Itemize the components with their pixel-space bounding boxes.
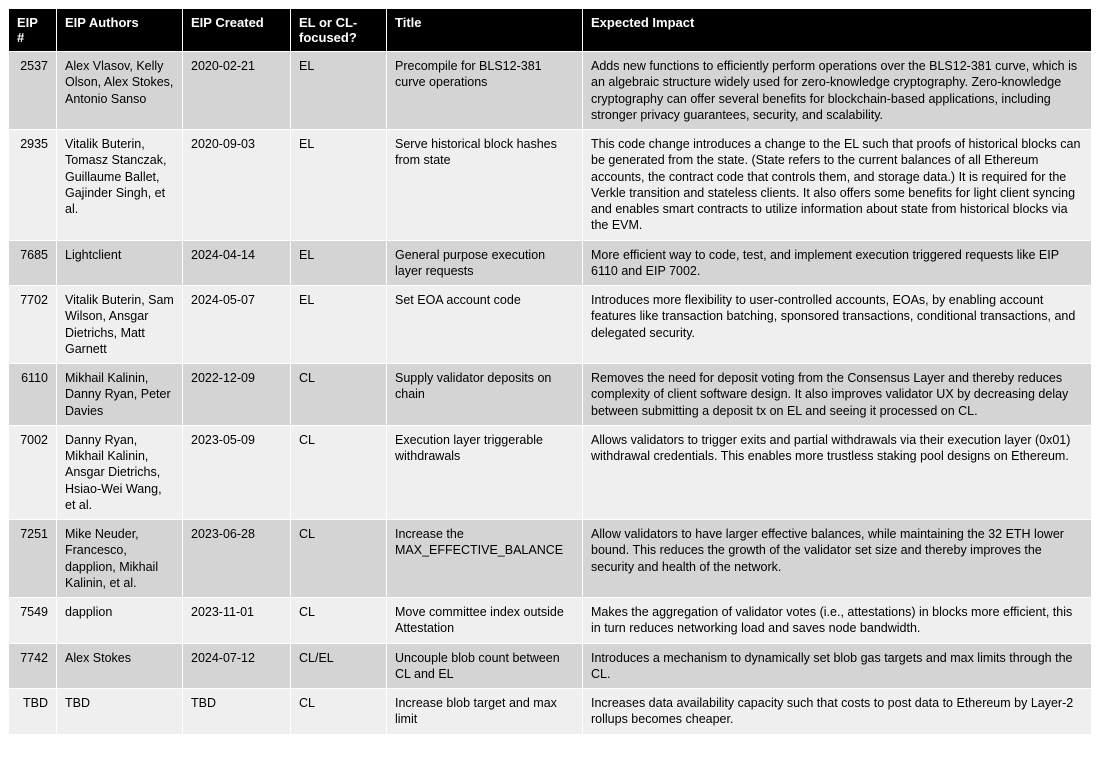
cell-impact: Introduces a mechanism to dynamically se… — [583, 643, 1092, 689]
cell-impact: Allow validators to have larger effectiv… — [583, 520, 1092, 598]
cell-title: Increase the MAX_EFFECTIVE_BALANCE — [387, 520, 583, 598]
cell-authors: Vitalik Buterin, Sam Wilson, Ansgar Diet… — [57, 286, 183, 364]
cell-focus: CL — [291, 364, 387, 426]
cell-created: TBD — [183, 689, 291, 735]
cell-authors: dapplion — [57, 598, 183, 644]
cell-eip: 7685 — [9, 240, 57, 286]
cell-authors: Mikhail Kalinin, Danny Ryan, Peter Davie… — [57, 364, 183, 426]
cell-title: Set EOA account code — [387, 286, 583, 364]
cell-created: 2023-06-28 — [183, 520, 291, 598]
cell-impact: More efficient way to code, test, and im… — [583, 240, 1092, 286]
cell-focus: CL/EL — [291, 643, 387, 689]
cell-created: 2024-04-14 — [183, 240, 291, 286]
table-row: 7702Vitalik Buterin, Sam Wilson, Ansgar … — [9, 286, 1092, 364]
cell-impact: This code change introduces a change to … — [583, 130, 1092, 241]
cell-focus: CL — [291, 425, 387, 519]
cell-eip: 7549 — [9, 598, 57, 644]
cell-focus: EL — [291, 240, 387, 286]
cell-eip: 7251 — [9, 520, 57, 598]
cell-created: 2020-09-03 — [183, 130, 291, 241]
table-row: TBDTBDTBDCLIncrease blob target and max … — [9, 689, 1092, 735]
col-header-impact: Expected Impact — [583, 9, 1092, 52]
cell-title: Move committee index outside Attestation — [387, 598, 583, 644]
cell-created: 2023-05-09 — [183, 425, 291, 519]
table-body: 2537Alex Vlasov, Kelly Olson, Alex Stoke… — [9, 52, 1092, 735]
table-row: 7251Mike Neuder, Francesco, dapplion, Mi… — [9, 520, 1092, 598]
cell-eip: 7742 — [9, 643, 57, 689]
cell-created: 2023-11-01 — [183, 598, 291, 644]
cell-authors: Vitalik Buterin, Tomasz Stanczak, Guilla… — [57, 130, 183, 241]
cell-title: Serve historical block hashes from state — [387, 130, 583, 241]
cell-focus: EL — [291, 52, 387, 130]
table-header: EIP #EIP AuthorsEIP CreatedEL or CL-focu… — [9, 9, 1092, 52]
cell-impact: Makes the aggregation of validator votes… — [583, 598, 1092, 644]
cell-focus: EL — [291, 286, 387, 364]
cell-authors: Alex Vlasov, Kelly Olson, Alex Stokes, A… — [57, 52, 183, 130]
cell-title: Increase blob target and max limit — [387, 689, 583, 735]
cell-focus: EL — [291, 130, 387, 241]
cell-impact: Adds new functions to efficiently perfor… — [583, 52, 1092, 130]
col-header-focus: EL or CL-focused? — [291, 9, 387, 52]
cell-created: 2022-12-09 — [183, 364, 291, 426]
col-header-eip: EIP # — [9, 9, 57, 52]
table-row: 7002Danny Ryan, Mikhail Kalinin, Ansgar … — [9, 425, 1092, 519]
cell-eip: 2537 — [9, 52, 57, 130]
cell-impact: Allows validators to trigger exits and p… — [583, 425, 1092, 519]
eip-table: EIP #EIP AuthorsEIP CreatedEL or CL-focu… — [8, 8, 1092, 735]
cell-eip: 2935 — [9, 130, 57, 241]
table-row: 7742Alex Stokes2024-07-12CL/ELUncouple b… — [9, 643, 1092, 689]
cell-authors: TBD — [57, 689, 183, 735]
cell-title: Supply validator deposits on chain — [387, 364, 583, 426]
cell-created: 2024-07-12 — [183, 643, 291, 689]
cell-title: Precompile for BLS12-381 curve operation… — [387, 52, 583, 130]
cell-title: Uncouple blob count between CL and EL — [387, 643, 583, 689]
cell-eip: TBD — [9, 689, 57, 735]
cell-authors: Lightclient — [57, 240, 183, 286]
cell-impact: Increases data availability capacity suc… — [583, 689, 1092, 735]
cell-authors: Danny Ryan, Mikhail Kalinin, Ansgar Diet… — [57, 425, 183, 519]
cell-impact: Removes the need for deposit voting from… — [583, 364, 1092, 426]
table-row: 7685Lightclient2024-04-14ELGeneral purpo… — [9, 240, 1092, 286]
cell-focus: CL — [291, 520, 387, 598]
cell-title: Execution layer triggerable withdrawals — [387, 425, 583, 519]
table-row: 6110Mikhail Kalinin, Danny Ryan, Peter D… — [9, 364, 1092, 426]
col-header-authors: EIP Authors — [57, 9, 183, 52]
table-row: 2935Vitalik Buterin, Tomasz Stanczak, Gu… — [9, 130, 1092, 241]
cell-eip: 7702 — [9, 286, 57, 364]
table-row: 2537Alex Vlasov, Kelly Olson, Alex Stoke… — [9, 52, 1092, 130]
col-header-created: EIP Created — [183, 9, 291, 52]
cell-focus: CL — [291, 598, 387, 644]
cell-eip: 7002 — [9, 425, 57, 519]
cell-focus: CL — [291, 689, 387, 735]
col-header-title: Title — [387, 9, 583, 52]
table-row: 7549dapplion2023-11-01CLMove committee i… — [9, 598, 1092, 644]
cell-title: General purpose execution layer requests — [387, 240, 583, 286]
cell-created: 2024-05-07 — [183, 286, 291, 364]
cell-authors: Mike Neuder, Francesco, dapplion, Mikhai… — [57, 520, 183, 598]
cell-authors: Alex Stokes — [57, 643, 183, 689]
cell-impact: Introduces more flexibility to user-cont… — [583, 286, 1092, 364]
cell-created: 2020-02-21 — [183, 52, 291, 130]
cell-eip: 6110 — [9, 364, 57, 426]
